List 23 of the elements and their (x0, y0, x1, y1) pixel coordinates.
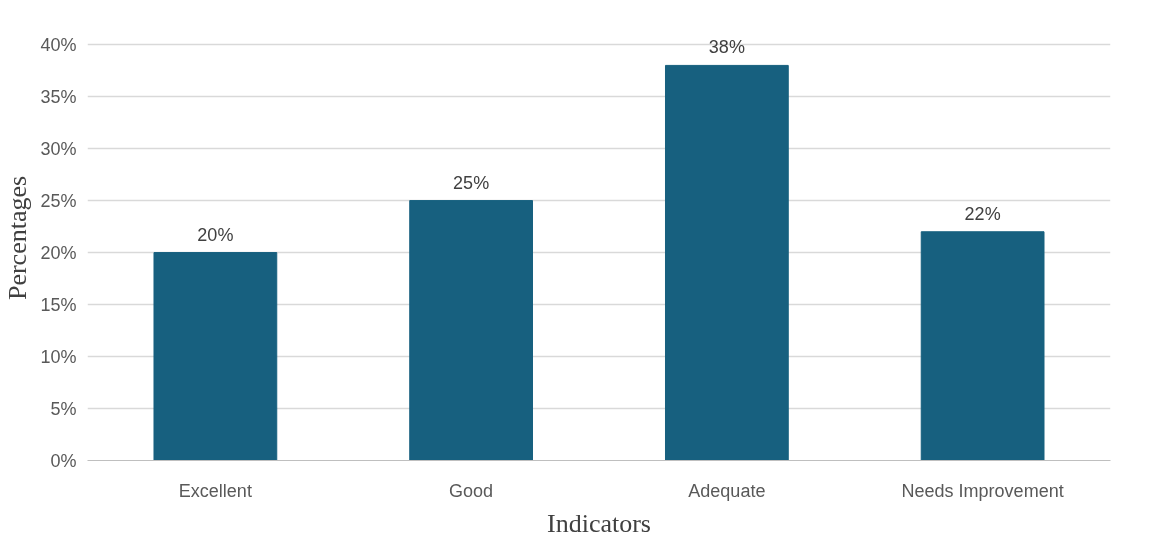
bar (664, 64, 789, 461)
data-label: 20% (197, 224, 234, 245)
y-tick-label: 20% (40, 242, 77, 263)
y-tick-label: 0% (50, 450, 77, 471)
x-tick-label: Good (449, 480, 494, 501)
data-label: 22% (964, 203, 1001, 224)
x-axis-title: Indicators (547, 508, 651, 538)
bar (409, 200, 534, 461)
x-tick-label: Adequate (688, 480, 766, 501)
y-tick-label: 30% (40, 138, 77, 159)
y-tick-label: 10% (40, 346, 77, 367)
data-label: 25% (453, 172, 490, 193)
y-tick-label: 5% (50, 398, 77, 419)
x-tick-label: Needs Improvement (901, 480, 1064, 501)
y-tick-label: 15% (40, 294, 77, 315)
y-axis-title: Percentages (3, 175, 33, 301)
data-label: 38% (708, 37, 745, 58)
y-tick-label: 25% (40, 190, 77, 211)
bar (920, 231, 1045, 461)
x-tick-label: Excellent (178, 480, 252, 501)
bar (153, 252, 278, 461)
y-tick-label: 40% (40, 34, 77, 55)
y-tick-label: 35% (40, 86, 77, 107)
